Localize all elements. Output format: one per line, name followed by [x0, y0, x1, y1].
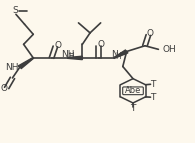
Polygon shape — [68, 56, 82, 60]
Text: O: O — [54, 41, 61, 50]
Text: OH: OH — [163, 45, 176, 54]
Polygon shape — [114, 50, 128, 58]
Text: T: T — [130, 104, 136, 113]
Text: NH: NH — [5, 63, 18, 72]
Text: H: H — [68, 52, 74, 61]
Text: S: S — [12, 6, 18, 15]
Text: NH: NH — [61, 50, 74, 59]
Text: Abe: Abe — [125, 86, 141, 95]
Text: O: O — [98, 40, 105, 49]
Text: N: N — [112, 50, 118, 59]
Polygon shape — [18, 58, 34, 68]
Text: H: H — [115, 52, 121, 61]
FancyBboxPatch shape — [123, 87, 143, 95]
Text: T: T — [150, 93, 155, 102]
Text: T: T — [150, 80, 155, 89]
Text: O: O — [0, 84, 7, 93]
Text: O: O — [147, 29, 154, 38]
